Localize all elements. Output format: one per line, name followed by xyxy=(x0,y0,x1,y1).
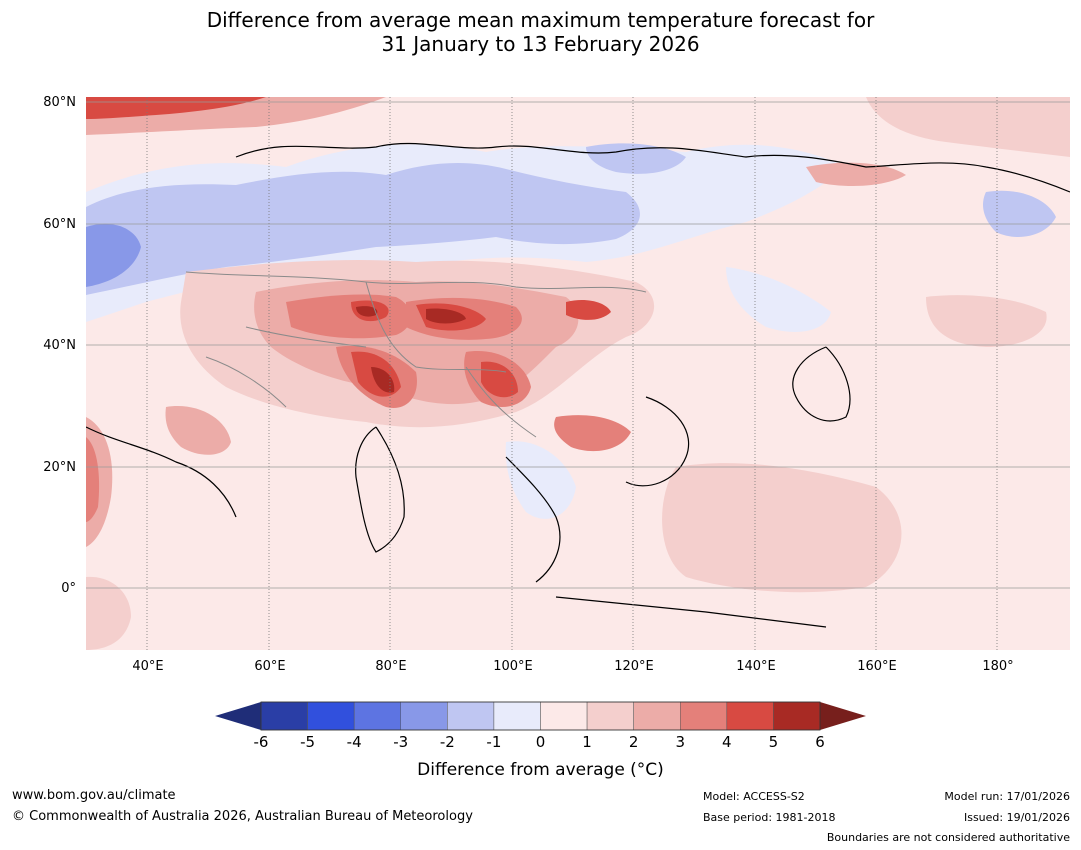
colorbar-tick-label: -2 xyxy=(439,733,455,751)
lat-label-40n: 40°N xyxy=(43,338,76,353)
meridian-lines xyxy=(146,97,998,650)
coastlines xyxy=(86,142,1070,628)
hot-zone-arabia xyxy=(86,437,100,522)
colorbar-tick-label: 3 xyxy=(675,733,686,751)
warm-zone-north-pacific xyxy=(926,295,1047,347)
lon-label-140e: 140°E xyxy=(736,659,776,674)
warm-zone-east-africa xyxy=(86,576,131,650)
blue-patch-indochina xyxy=(505,441,576,519)
lat-label-20n: 20°N xyxy=(43,460,76,475)
colorbar-tick-label: 2 xyxy=(628,733,639,751)
copyright-notice: © Commonwealth of Australia 2026, Austra… xyxy=(12,809,473,824)
colorbar-low-extend xyxy=(215,702,261,730)
model-run-date: Model run: 17/01/2026 xyxy=(944,790,1070,803)
issued-date: Issued: 19/01/2026 xyxy=(963,811,1070,824)
colorbar-tick-label: 6 xyxy=(815,733,825,751)
indochina-coast xyxy=(505,456,561,583)
colorbar-cell xyxy=(773,701,821,731)
colorbar-tick-label: 0 xyxy=(535,733,546,751)
title-line-1: Difference from average mean maximum tem… xyxy=(206,8,875,32)
base-period: Base period: 1981-2018 xyxy=(703,811,836,824)
lon-label-100e: 100°E xyxy=(493,659,533,674)
parallel-lines xyxy=(86,101,1070,589)
colorbar-frame xyxy=(260,701,821,731)
warm-zone-iran xyxy=(165,406,231,455)
warm-zone-south-china xyxy=(554,415,631,452)
colorbar-tick-label: -6 xyxy=(253,733,269,751)
colorbar-high-extend xyxy=(820,702,866,730)
colorbar-tick-label: -1 xyxy=(486,733,502,751)
lon-label-80e: 80°E xyxy=(375,659,407,674)
warm-zone-west-pacific xyxy=(662,463,902,593)
colorbar-tick-label: -3 xyxy=(393,733,409,751)
india-coast xyxy=(355,426,405,553)
colorbar-cell xyxy=(680,701,728,731)
blue-patch-manchuria xyxy=(726,267,831,332)
blue-patch-north xyxy=(586,143,686,174)
red-patch-east-siberia xyxy=(806,162,906,187)
middle-east-coast xyxy=(86,426,237,518)
lon-label-180: 180° xyxy=(982,659,1014,674)
warm-anomaly-regions xyxy=(86,97,1070,650)
colorbar-tick-label: 4 xyxy=(722,733,732,751)
lon-label-120e: 120°E xyxy=(614,659,654,674)
title-line-2: 31 January to 13 February 2026 xyxy=(381,32,700,56)
dark-blue-west xyxy=(86,223,141,287)
hottest-patch-1 xyxy=(356,306,378,317)
china-coast xyxy=(625,396,690,487)
lat-label-80n: 80°N xyxy=(43,95,76,110)
colorbar-cell xyxy=(586,701,634,731)
lat-label-0: 0° xyxy=(61,581,76,596)
colorbar-tick-label: 1 xyxy=(582,733,592,751)
hottest-patch-2 xyxy=(426,308,466,324)
colorbar-cell xyxy=(400,701,448,731)
colorbar-cells xyxy=(260,701,821,731)
colorbar-cell xyxy=(307,701,355,731)
colorbar-cell xyxy=(353,701,402,731)
colorbar-cell xyxy=(260,701,308,731)
lon-label-60e: 60°E xyxy=(254,659,286,674)
colorbar-tick-label: -5 xyxy=(300,733,316,751)
colorbar-cell xyxy=(633,701,681,731)
model-name: Model: ACCESS-S2 xyxy=(703,790,805,803)
cool-anomaly-regions xyxy=(86,143,1056,519)
colorbar-cell xyxy=(726,701,774,731)
indonesia-coast xyxy=(555,596,827,628)
colorbar-cell xyxy=(447,701,495,731)
blue-patch-kamchatka xyxy=(983,190,1056,237)
mid-blue-band xyxy=(86,163,640,295)
arctic-coast xyxy=(235,142,1070,193)
colorbar-label: Difference from average (°C) xyxy=(417,760,664,780)
korea-japan-coast xyxy=(792,346,851,422)
deep-red-arctic xyxy=(86,97,266,119)
map-panel xyxy=(86,97,1070,650)
map-title: Difference from average mean maximum tem… xyxy=(0,8,1081,56)
colorbar-cell xyxy=(493,701,541,731)
boundaries-disclaimer: Boundaries are not considered authoritat… xyxy=(826,831,1070,844)
hot-patch-north-china xyxy=(566,300,611,320)
website-link[interactable]: www.bom.gov.au/climate xyxy=(12,788,176,803)
colorbar-tick-label: 5 xyxy=(768,733,779,751)
red-arctic-east xyxy=(866,97,1070,157)
colorbar-tick-label: -4 xyxy=(346,733,362,751)
anomaly-map xyxy=(86,97,1070,650)
colorbar xyxy=(215,701,866,731)
hottest-patch-3 xyxy=(371,367,395,393)
lon-label-160e: 160°E xyxy=(857,659,897,674)
lon-label-40e: 40°E xyxy=(132,659,164,674)
colorbar-cell xyxy=(540,701,588,731)
country-boundaries xyxy=(185,271,647,438)
lat-label-60n: 60°N xyxy=(43,217,76,232)
